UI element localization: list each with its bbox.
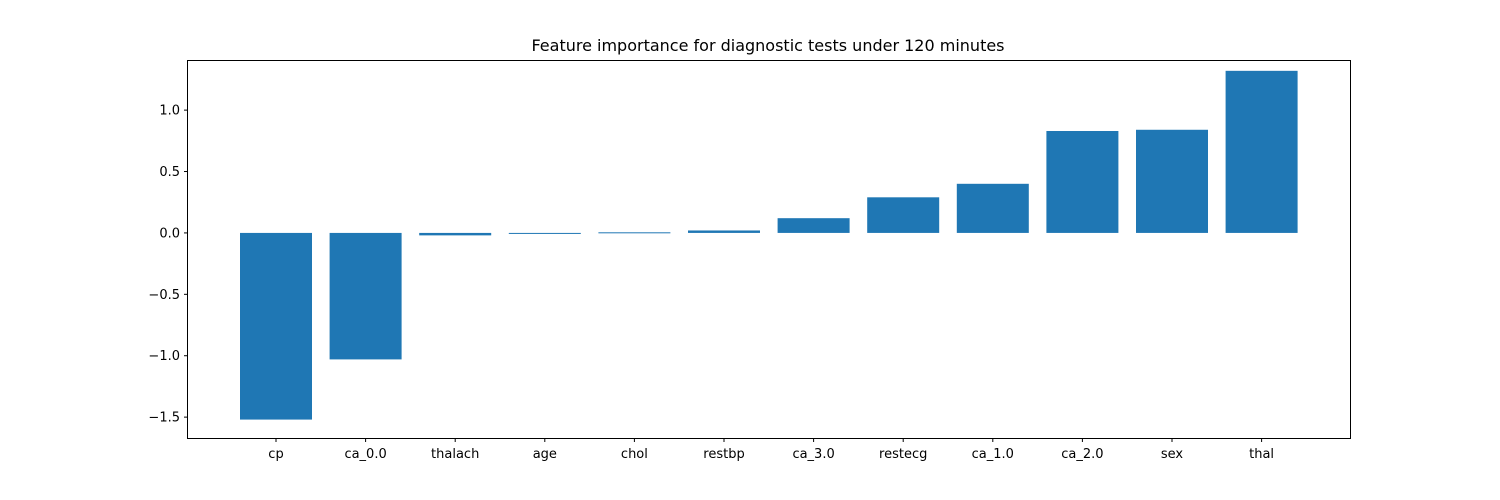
x-axis: cp ca_0.0 thalach age chol restbp ca_3.0 restec… (268, 438, 1274, 462)
y-tick-label: −0.5 (148, 288, 180, 303)
x-tick-label: cp (268, 447, 283, 462)
bar-ca-2-0 (1046, 130, 1119, 233)
y-tick-label: 1.0 (159, 104, 180, 119)
plot-frame (187, 60, 1351, 439)
x-tick-label: chol (621, 447, 648, 462)
y-tick-label: −1.5 (148, 411, 180, 426)
bar-restbp (688, 230, 760, 233)
bar-ca-0-0 (329, 232, 402, 360)
bars-group (240, 70, 1298, 420)
x-tick-label: restecg (879, 447, 927, 462)
x-tick-label: sex (1161, 447, 1184, 462)
bar-restecg (867, 197, 940, 233)
y-tick-label: −1.0 (148, 349, 180, 364)
y-tick-label: 0.5 (159, 165, 180, 180)
y-tick-label: 0.0 (159, 226, 180, 241)
x-tick-label: thal (1249, 447, 1274, 462)
bar-sex (1136, 129, 1208, 233)
bar-chol (598, 232, 671, 234)
x-tick-label: restbp (703, 447, 744, 462)
bar-cp (240, 232, 312, 420)
bar-thalach (419, 232, 492, 236)
chart-title: Feature importance for diagnostic tests … (531, 36, 1004, 55)
x-tick-label: ca_0.0 (344, 447, 386, 462)
bar-ca-3-0 (777, 218, 850, 233)
x-tick-label: age (533, 447, 557, 462)
x-tick-label: thalach (431, 447, 479, 462)
x-tick-label: ca_3.0 (792, 447, 834, 462)
bar-age (508, 232, 581, 234)
bar-thal (1225, 70, 1298, 233)
x-tick-label: ca_1.0 (972, 447, 1014, 462)
bar-ca-1-0 (956, 183, 1029, 233)
y-axis: −1.5 −1.0 −0.5 0.0 0.5 1.0 (148, 104, 188, 426)
x-tick-label: ca_2.0 (1061, 447, 1103, 462)
